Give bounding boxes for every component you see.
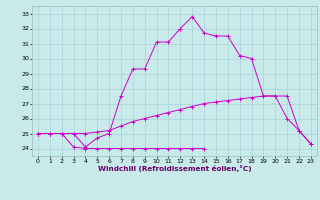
X-axis label: Windchill (Refroidissement éolien,°C): Windchill (Refroidissement éolien,°C) <box>98 165 251 172</box>
